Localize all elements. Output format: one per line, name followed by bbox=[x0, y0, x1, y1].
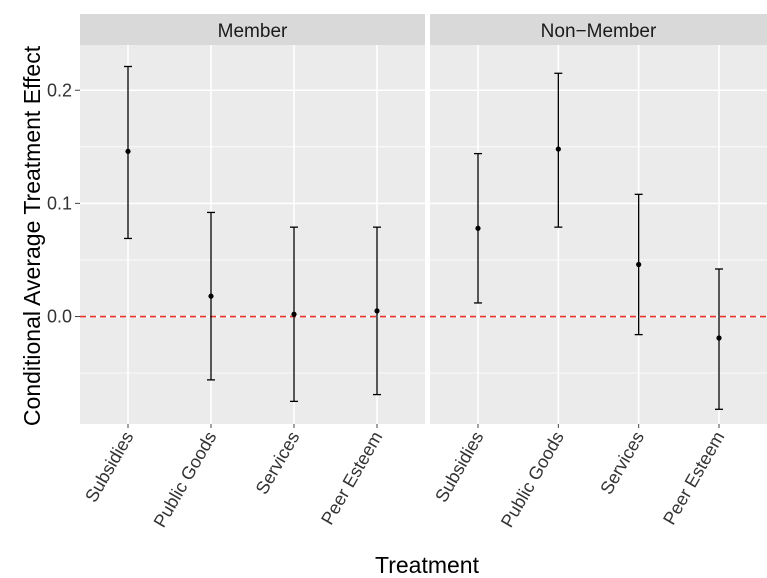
panel-1-strip bbox=[80, 14, 425, 45]
panel-2-point-1 bbox=[475, 225, 481, 231]
panel-2-point-2 bbox=[555, 146, 561, 152]
panel-1-background bbox=[80, 45, 425, 424]
panel-1-strip-label: Member bbox=[218, 21, 288, 42]
panel-2-background bbox=[430, 45, 767, 424]
panel-1-point-4 bbox=[374, 308, 380, 314]
panel-2-point-4 bbox=[716, 335, 722, 341]
x-axis-title: Treatment bbox=[375, 552, 480, 578]
y-tick-label-1: 0.0 bbox=[47, 307, 72, 327]
panel-1-point-3 bbox=[291, 311, 297, 317]
panel-2-point-3 bbox=[636, 261, 642, 268]
panel-2-strip bbox=[430, 14, 767, 45]
y-tick-label-3: 0.2 bbox=[47, 80, 72, 100]
panel-1-point-1 bbox=[125, 148, 131, 154]
y-axis-title: Conditional Average Treatment Effect bbox=[19, 45, 45, 426]
y-tick-label-2: 0.1 bbox=[47, 193, 72, 213]
panel-2-strip-label: Non−Member bbox=[541, 21, 657, 42]
panel-1-point-2 bbox=[208, 293, 214, 299]
